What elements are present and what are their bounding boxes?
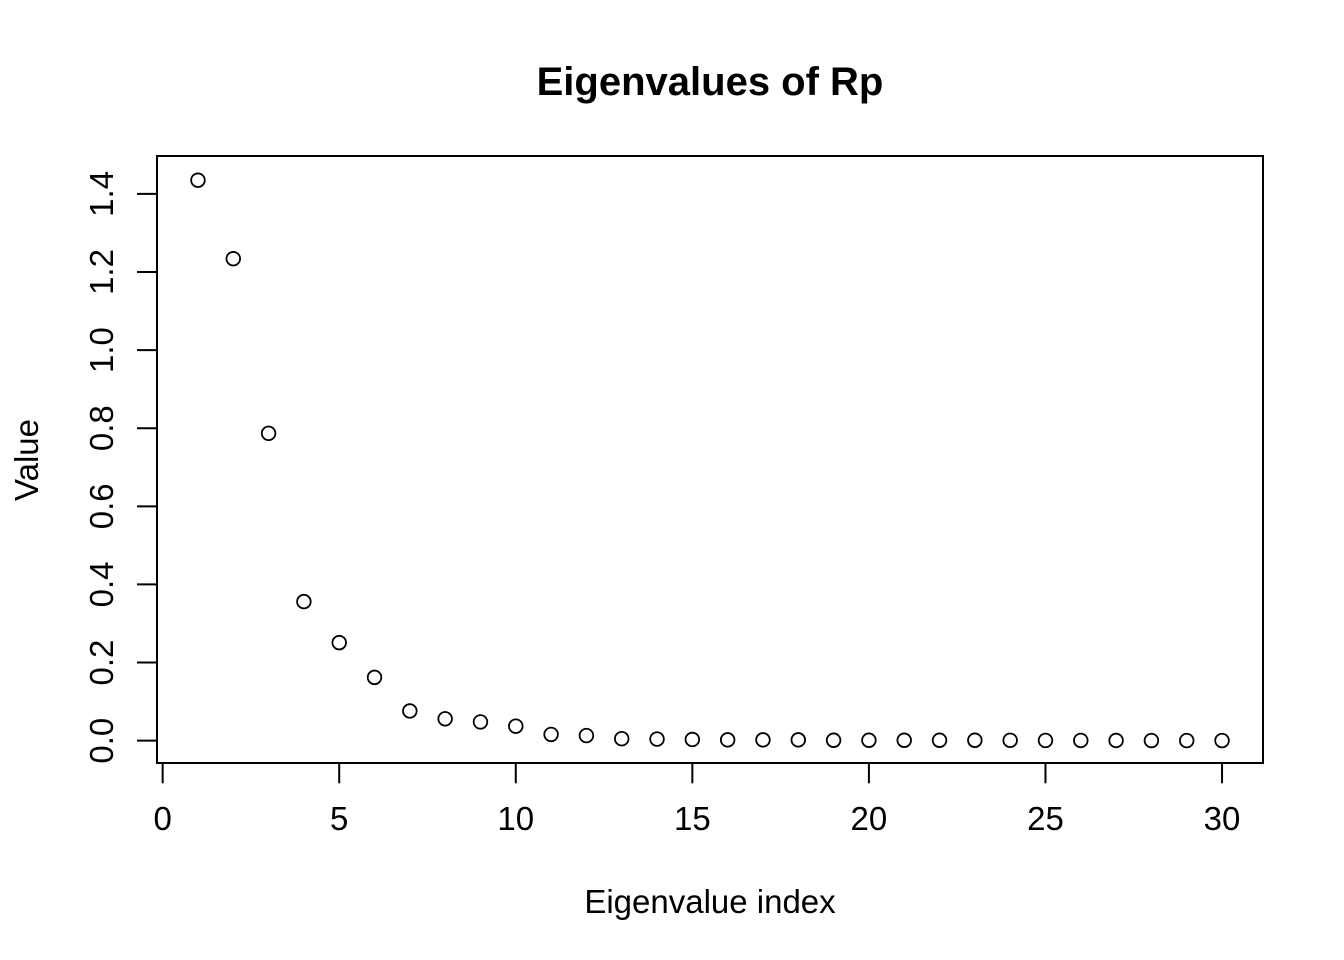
chart-title: Eigenvalues of Rp [537,60,884,104]
data-point [260,425,277,441]
data-point [472,714,489,730]
plot-border-box [156,155,1264,764]
data-point [508,718,524,734]
data-point [1037,732,1054,749]
data-point [578,727,595,744]
data-point [190,172,206,188]
data-point [719,732,736,748]
y-tick-label: 0.0 [83,718,120,764]
data-point [543,726,559,743]
x-tick-label: 30 [1204,800,1241,837]
x-tick-label: 5 [330,800,348,837]
y-tick-label: 0.8 [83,405,120,451]
y-tick-label: 1.2 [83,249,120,295]
data-point [1214,732,1230,749]
data-point [861,732,877,748]
data-point [1002,732,1018,749]
data-point [402,703,418,719]
data-point [366,669,383,686]
x-tick-label: 25 [1027,800,1064,837]
data-points [190,172,1230,749]
data-point [684,731,701,748]
y-axis-ticks: 0.0 0.2 0.4 0.6 0.8 1.0 1.2 1.4 [83,171,157,764]
y-tick-label: 0.6 [83,483,120,529]
data-point [1108,732,1124,749]
data-point [755,732,771,748]
data-point [825,732,842,748]
data-point [296,593,312,610]
y-axis-label: Value [8,419,45,501]
data-point [967,732,983,748]
y-tick-label: 0.4 [83,561,120,607]
y-tick-label: 1.0 [83,327,120,373]
data-point [437,711,453,727]
x-tick-label: 20 [851,800,888,837]
x-tick-label: 10 [497,800,534,837]
x-tick-label: 0 [153,800,171,837]
data-point [225,251,241,267]
data-point [1179,732,1195,749]
x-axis-label: Eigenvalue index [584,883,836,920]
data-point [896,732,912,748]
data-point [614,730,630,747]
data-point [790,732,806,748]
y-tick-label: 1.4 [83,171,120,217]
data-point [1073,732,1089,749]
x-tick-label: 15 [674,800,711,837]
data-point [331,634,347,651]
x-axis-ticks: 0 5 10 15 20 25 30 [153,763,1240,837]
data-point [1143,732,1160,749]
data-point [931,732,948,748]
y-tick-label: 0.2 [83,640,120,686]
data-point [649,731,665,747]
